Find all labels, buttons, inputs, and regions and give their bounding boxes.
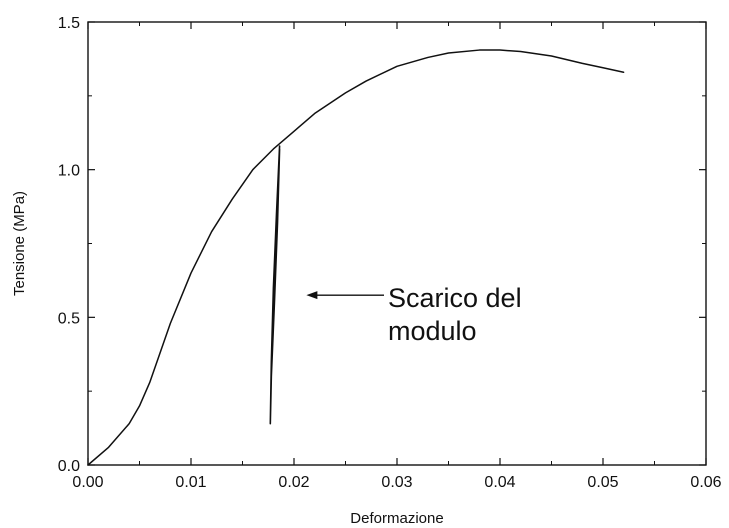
series-layer	[87, 49, 625, 466]
plot-area-border	[87, 21, 707, 466]
annotation-text-line: modulo	[388, 316, 477, 346]
x-tick-label: 0.05	[587, 474, 618, 491]
x-tick-label: 0.04	[484, 474, 515, 491]
plot-frame	[87, 21, 707, 466]
annotation-text-line: Scarico del	[388, 283, 522, 313]
y-tick-label: 1.0	[58, 163, 80, 180]
x-tick-label: 0.03	[381, 474, 412, 491]
annotation-arrow-head	[306, 291, 318, 300]
y-tick-label: 0.5	[58, 310, 80, 327]
unloading-loop-curve	[269, 145, 281, 425]
x-tick-label: 0.02	[278, 474, 309, 491]
x-tick-label: 0.01	[175, 474, 206, 491]
x-axis-label: Deformazione	[350, 510, 443, 527]
x-tick-label: 0.06	[690, 474, 721, 491]
axis-ticks: 0.00 0.01 0.02 0.03 0.04 0.05 0.06 0.0 0.5 1.0 1.5	[58, 15, 722, 491]
x-tick-label: 0.00	[72, 474, 103, 491]
y-axis-label: Tensione (MPa)	[11, 191, 28, 296]
y-tick-label: 0.0	[58, 458, 80, 475]
y-tick-label: 1.5	[58, 15, 80, 32]
stress-strain-curve	[87, 49, 625, 466]
